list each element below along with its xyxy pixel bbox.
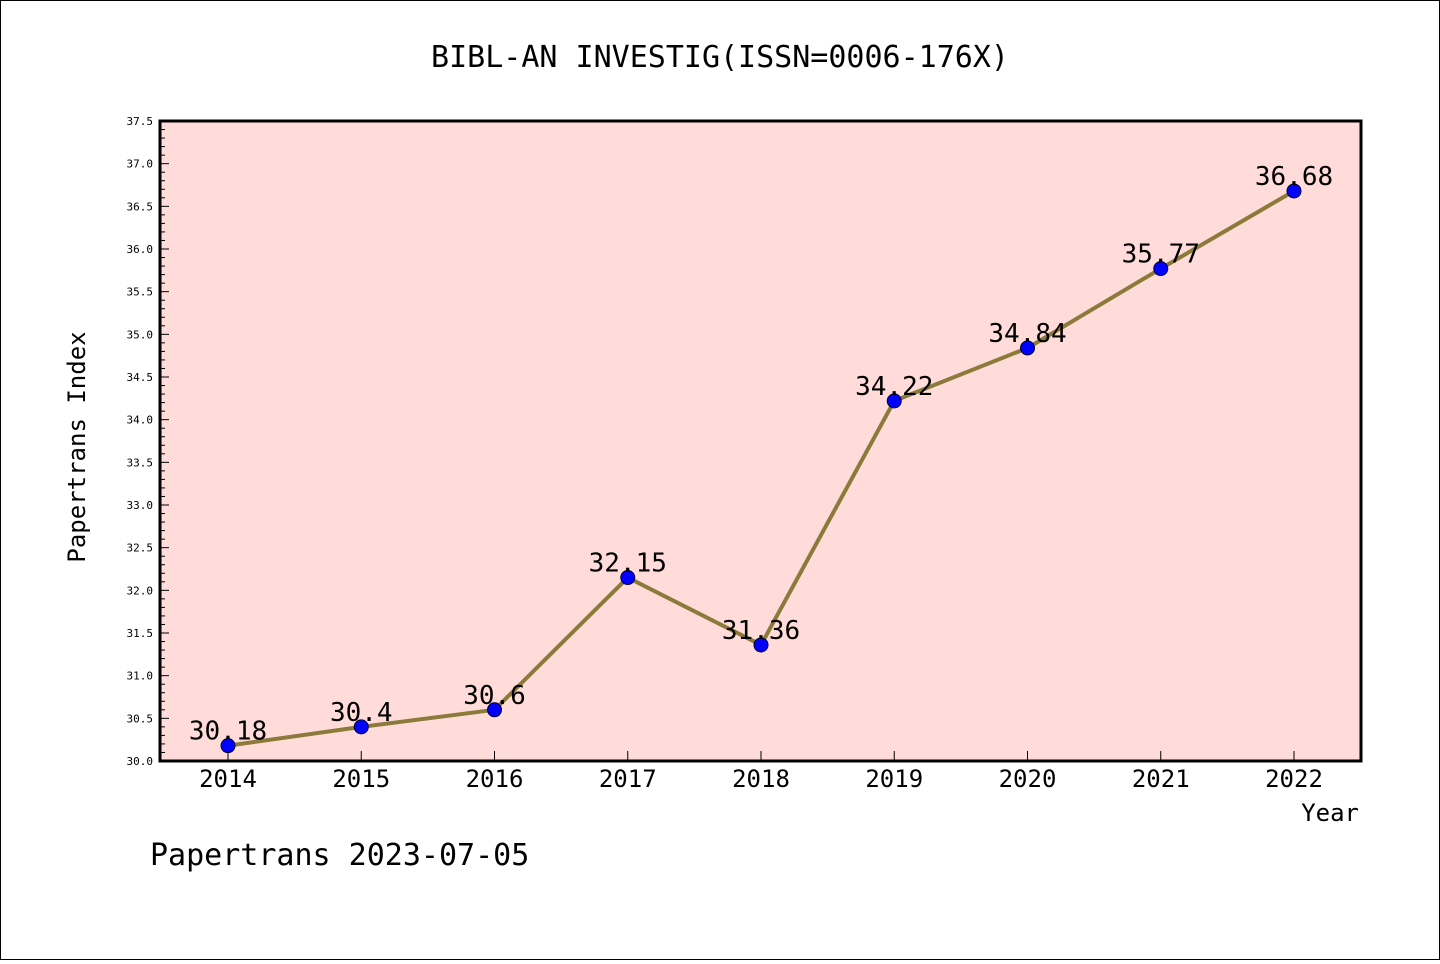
data-label: 36.68 [1255, 162, 1333, 192]
data-label: 30.6 [463, 681, 526, 711]
data-label: 35.77 [1122, 240, 1200, 270]
x-tick-label: 2016 [466, 765, 524, 793]
x-tick-label: 2015 [332, 765, 390, 793]
y-tick-label: 34.5 [127, 371, 154, 384]
y-tick-label: 33.0 [127, 499, 154, 512]
y-tick-label: 32.5 [127, 542, 154, 555]
data-point [353, 719, 369, 735]
data-point [1286, 183, 1302, 199]
data-label: 34.84 [988, 319, 1066, 349]
y-axis-title: Papertrans Index [63, 331, 91, 562]
data-labels: 30.18 30.4 30.6 32.15 31.36 34.22 34.84 35.77 36… [189, 162, 1333, 747]
y-tick-label: 33.5 [127, 456, 154, 469]
y-tick-label: 35.0 [127, 328, 154, 341]
x-tick-label: 2014 [199, 765, 257, 793]
y-tick-label: 35.5 [127, 286, 154, 299]
data-point [220, 738, 236, 754]
y-tick-label: 36.5 [127, 200, 154, 213]
x-axis: 2014 2015 2016 2017 2018 2019 2020 2021 2022 [199, 751, 1323, 793]
data-point [753, 637, 769, 653]
x-tick-label: 2020 [999, 765, 1057, 793]
data-point [1020, 340, 1035, 356]
x-tick-label: 2019 [865, 765, 923, 793]
y-tick-label: 30.5 [127, 712, 154, 725]
y-tick-label: 37.0 [127, 158, 154, 171]
data-label: 30.4 [330, 698, 393, 728]
data-point [886, 393, 902, 409]
y-tick-label: 31.5 [127, 627, 154, 640]
x-axis-title: Year [1301, 799, 1359, 827]
x-tick-label: 2017 [599, 765, 657, 793]
data-label: 32.15 [589, 549, 667, 579]
y-tick-label: 36.0 [127, 243, 154, 256]
plot-area [158, 119, 1363, 763]
data-point [1153, 261, 1169, 277]
data-markers [220, 183, 1302, 754]
y-tick-label: 30.0 [127, 755, 154, 768]
y-axis: 30.0 30.5 31.0 31.5 32.0 32.5 33.0 33.5 34.0 34.5… [127, 115, 169, 768]
y-tick-label: 34.0 [127, 414, 154, 427]
data-label: 30.18 [189, 717, 267, 747]
y-tick-label: 37.5 [127, 115, 154, 128]
x-tick-label: 2021 [1132, 765, 1190, 793]
y-tick-label: 31.0 [127, 670, 154, 683]
y-tick-label: 32.0 [127, 584, 154, 597]
data-point [487, 702, 502, 718]
x-tick-label: 2022 [1265, 765, 1323, 793]
data-point [620, 570, 636, 586]
data-label: 34.22 [855, 372, 933, 402]
footer-note: Papertrans 2023-07-05 [150, 838, 529, 873]
data-label: 31.36 [722, 616, 800, 646]
x-tick-label: 2018 [732, 765, 790, 793]
chart-title: BIBL-AN INVESTIG(ISSN=0006-176X) [431, 40, 1009, 75]
